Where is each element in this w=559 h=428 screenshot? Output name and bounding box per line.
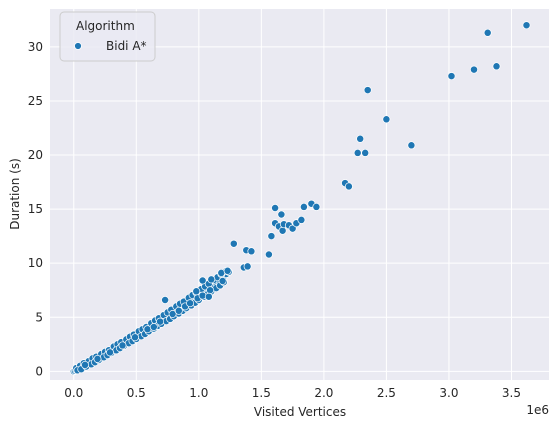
data-point [218,277,227,285]
legend-marker [74,42,82,50]
y-tick-label: 20 [28,148,43,162]
data-point [470,65,478,74]
data-point [363,86,372,95]
data-point [192,287,201,296]
x-tick-label: 0.0 [64,386,83,400]
data-point [483,28,492,37]
data-point [353,148,362,157]
data-point [106,348,114,357]
x-tick-label: 1.0 [189,386,208,400]
legend-box [59,11,156,62]
data-point [229,239,238,248]
data-point [312,202,321,211]
data-point [118,341,127,350]
data-point [186,299,195,308]
data-point [223,266,232,275]
y-axis-label: Duration (s) [8,158,22,230]
data-point [131,333,139,342]
data-point [161,296,170,304]
data-point [407,141,416,150]
legend-entry-label: Bidi A* [106,39,147,53]
data-point [271,204,280,212]
y-tick-label: 5 [35,310,43,324]
data-point [81,360,89,369]
data-point [206,286,215,295]
y-tick-label: 25 [28,94,43,108]
x-tick-label: 3.0 [439,386,458,400]
data-point [344,182,353,191]
data-point [356,134,365,143]
data-point [198,276,207,285]
y-tick-labels: 0 5 10 15 20 25 30 [28,40,43,378]
x-tick-labels: 0.0 0.5 1.0 1.5 2.0 2.5 3.0 3.5 [64,386,521,400]
x-tick-label: 3.5 [502,386,521,400]
x-tick-label: 1.5 [252,386,271,400]
legend-title: Algorithm [76,19,135,33]
data-point [278,226,287,235]
y-tick-label: 0 [35,364,43,378]
legend: Algorithm Bidi A* [59,11,156,62]
x-offset-label: 1e6 [526,403,549,417]
plot-background [50,9,549,380]
data-point [156,317,165,326]
data-point [522,21,531,30]
data-point [168,310,177,318]
y-tick-label: 10 [28,256,43,270]
data-point [243,262,252,271]
grid-lines [50,9,549,380]
y-tick-label: 15 [28,202,43,216]
data-point [299,202,308,211]
data-points [69,21,531,376]
data-point [93,354,102,363]
x-tick-label: 0.5 [127,386,146,400]
data-point [207,275,216,284]
data-point [288,224,297,233]
data-point [361,148,370,157]
data-point [264,250,273,259]
data-point [174,306,183,315]
data-point [204,292,213,301]
y-tick-label: 30 [28,40,43,54]
x-axis-label: Visited Vertices [254,405,346,419]
data-point [277,210,286,219]
data-point [247,247,256,256]
x-tick-label: 2.0 [314,386,333,400]
data-point [492,62,501,71]
data-point [267,232,276,241]
data-point [149,323,158,331]
data-point [447,72,456,81]
x-tick-label: 2.5 [377,386,396,400]
data-point [382,115,391,124]
data-point [297,215,306,224]
